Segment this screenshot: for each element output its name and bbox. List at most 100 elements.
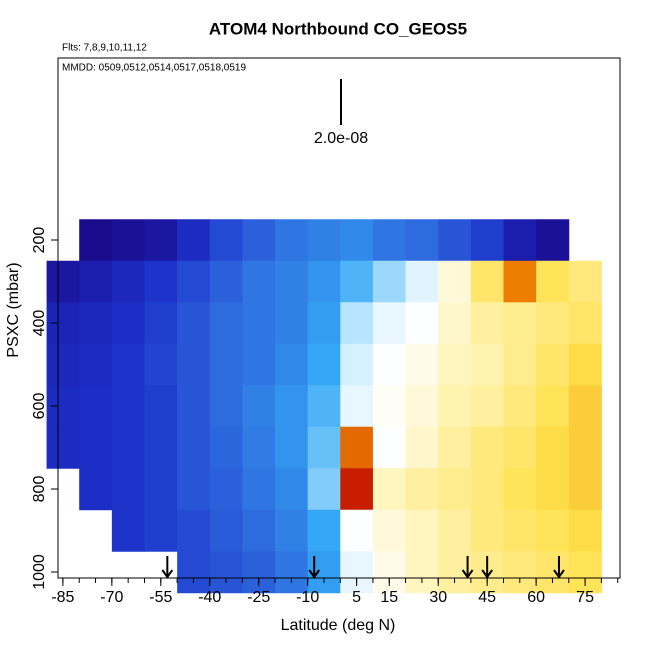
heatmap-cell	[177, 302, 211, 345]
heatmap-cell	[111, 343, 145, 386]
heatmap-cell	[470, 426, 504, 469]
heatmap-cell	[111, 468, 145, 511]
heatmap-cell	[275, 426, 309, 469]
heatmap-cell	[307, 219, 341, 262]
heatmap-cell	[372, 509, 407, 552]
heatmap-cell	[438, 385, 472, 428]
heatmap-cell	[79, 343, 113, 386]
heatmap-cell	[503, 260, 537, 303]
heatmap-cell	[340, 385, 374, 428]
heatmap-cell	[144, 385, 178, 428]
x-tick-label: -70	[100, 589, 123, 606]
heatmap-cell	[438, 426, 472, 469]
heatmap-cell	[405, 468, 439, 511]
heatmap-cell	[405, 219, 439, 262]
heatmap-cell	[503, 551, 537, 594]
heatmap-cell	[470, 219, 504, 262]
heatmap-cell	[177, 343, 211, 386]
heatmap-cell	[340, 260, 374, 303]
heatmap-cell	[503, 219, 537, 262]
heatmap-cell	[307, 260, 341, 303]
heatmap-cell	[503, 468, 537, 511]
heatmap-cell	[79, 302, 113, 345]
heatmap-cell	[438, 260, 472, 303]
heatmap-cell	[536, 551, 570, 594]
heatmap-cell	[536, 426, 570, 469]
heatmap-cell	[372, 551, 407, 594]
heatmap-cell	[372, 385, 407, 428]
flight-marker	[553, 556, 565, 579]
heatmap-cell	[405, 302, 439, 345]
heatmap-cell	[568, 551, 602, 594]
heatmap-cell	[568, 260, 602, 303]
heatmap-cell	[79, 468, 113, 511]
flight-marker	[161, 556, 174, 579]
heatmap-cell	[46, 426, 80, 469]
heatmap-cell	[209, 551, 243, 594]
x-tick-label: 5	[352, 589, 361, 606]
heatmap-cell	[503, 426, 537, 469]
heatmap-cell	[242, 551, 276, 594]
x-tick-label: -10	[296, 589, 319, 606]
heatmap-cell	[79, 385, 113, 428]
heatmap-cell	[242, 468, 276, 511]
heatmap-cell	[275, 385, 309, 428]
dates-label: MMDD: 0509,0512,0514,0517,0518,0519	[62, 63, 246, 74]
heatmap-cell	[209, 426, 243, 469]
y-tick-label: 800	[31, 476, 48, 503]
chart-title: ATOM4 Northbound CO_GEOS5	[209, 19, 467, 38]
heatmap-cell	[372, 426, 407, 469]
heatmap-cell	[144, 343, 178, 386]
heatmap-cell	[307, 426, 341, 469]
heatmap-cell	[46, 343, 80, 386]
heatmap-cell	[209, 509, 243, 552]
heatmap-cell	[503, 343, 537, 386]
heatmap-cell	[536, 302, 570, 345]
heatmap-cell	[111, 219, 145, 262]
heatmap-cell	[340, 343, 374, 386]
heatmap-cell	[275, 468, 309, 511]
heatmap-cell	[242, 302, 276, 345]
heatmap-cell	[405, 260, 439, 303]
x-tick-label: -40	[198, 589, 221, 606]
y-tick-label: 200	[31, 227, 48, 254]
heatmap-cell	[340, 426, 374, 469]
x-axis-label: Latitude (deg N)	[281, 617, 396, 634]
heatmap-cell	[275, 551, 309, 594]
heatmap-cell	[470, 509, 504, 552]
flights-label: Flts: 7,8,9,10,11,12	[62, 43, 147, 54]
heatmap-cell	[46, 260, 80, 303]
heatmap-cell	[568, 509, 602, 552]
x-tick-label: 45	[478, 589, 496, 606]
heatmap-cell	[536, 343, 570, 386]
heatmap-cell	[568, 302, 602, 345]
x-tick-label: -55	[149, 589, 172, 606]
heatmap-cell	[438, 219, 472, 262]
heatmap-cell	[144, 302, 178, 345]
y-axis-label: PSXC (mbar)	[5, 262, 22, 357]
heatmap-cell	[470, 468, 504, 511]
heatmap-cell	[340, 219, 374, 262]
heatmap-cell	[111, 302, 145, 345]
heatmap-cell	[470, 302, 504, 345]
heatmap-cell	[307, 551, 341, 594]
heatmap-cell	[405, 385, 439, 428]
heatmap-cell	[340, 551, 374, 594]
x-tick-label: -85	[51, 589, 74, 606]
heatmap-cell	[242, 343, 276, 386]
heatmap-cell	[438, 302, 472, 345]
scale-label: 2.0e-08	[314, 130, 368, 147]
heatmap-cell	[470, 385, 504, 428]
heatmap-cell	[340, 468, 374, 511]
heatmap-cell	[111, 509, 145, 552]
heatmap-cell	[438, 551, 472, 594]
heatmap-cell	[307, 468, 341, 511]
x-tick-label: 60	[527, 589, 545, 606]
heatmap-cell	[568, 385, 602, 428]
heatmap-cell	[242, 385, 276, 428]
heatmap-cell	[177, 219, 211, 262]
heatmap-cell	[536, 260, 570, 303]
heatmap-cell	[503, 302, 537, 345]
heatmap-cell	[209, 260, 243, 303]
